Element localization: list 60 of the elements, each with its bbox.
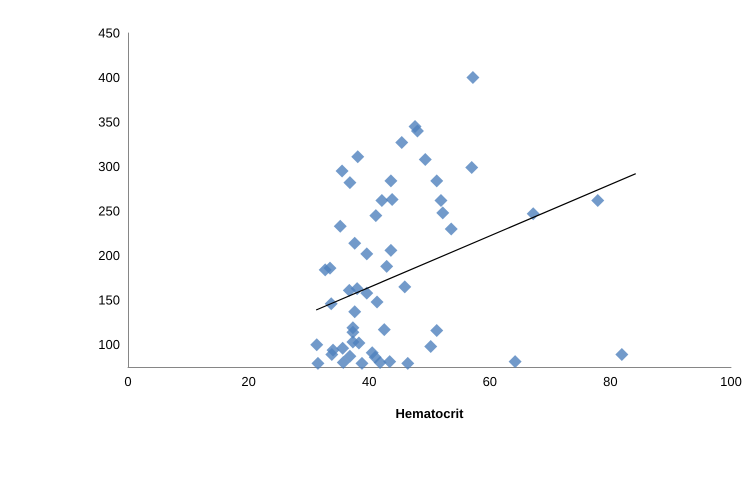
point bbox=[348, 236, 362, 250]
point bbox=[436, 206, 450, 220]
point bbox=[360, 247, 374, 260]
point bbox=[369, 209, 382, 222]
y-tick-label: 450 bbox=[98, 26, 120, 40]
y-tick-label: 300 bbox=[98, 159, 120, 174]
point bbox=[346, 336, 360, 349]
point bbox=[615, 348, 628, 362]
point bbox=[466, 71, 480, 84]
y-tick-label: 400 bbox=[98, 70, 120, 86]
y-tick-label: 200 bbox=[98, 248, 120, 264]
point bbox=[508, 355, 522, 368]
point bbox=[325, 348, 338, 362]
point bbox=[386, 193, 399, 206]
point bbox=[343, 176, 356, 190]
x-tick-label: 0 bbox=[124, 374, 132, 389]
point bbox=[351, 150, 364, 164]
point bbox=[418, 152, 432, 166]
point bbox=[336, 342, 350, 355]
point bbox=[360, 286, 374, 300]
point bbox=[311, 356, 324, 370]
point bbox=[465, 160, 478, 174]
point bbox=[336, 164, 349, 178]
x-tick-label: 40 bbox=[362, 374, 376, 389]
point bbox=[591, 194, 604, 207]
point bbox=[384, 244, 398, 257]
point bbox=[355, 356, 368, 370]
point bbox=[395, 136, 408, 150]
x-tick-label: 80 bbox=[603, 374, 618, 389]
point bbox=[350, 282, 364, 296]
y-tick-label: 350 bbox=[98, 114, 120, 130]
point bbox=[375, 194, 388, 207]
point bbox=[410, 124, 424, 138]
point bbox=[378, 323, 391, 336]
point bbox=[348, 305, 362, 318]
point bbox=[430, 324, 444, 337]
point bbox=[384, 174, 398, 188]
point bbox=[336, 356, 350, 370]
y-tick-label: 250 bbox=[98, 204, 120, 219]
point bbox=[434, 194, 448, 207]
y-tick-label: 100 bbox=[98, 337, 120, 352]
point bbox=[398, 280, 412, 294]
y-tick-label: 150 bbox=[98, 292, 120, 308]
point bbox=[370, 295, 384, 308]
x-tick-label: 100 bbox=[720, 374, 742, 389]
point bbox=[424, 340, 438, 354]
point bbox=[310, 338, 324, 352]
point bbox=[430, 174, 444, 188]
point bbox=[444, 222, 458, 236]
point bbox=[380, 260, 394, 273]
x-tick-label: 60 bbox=[482, 374, 498, 389]
point bbox=[383, 355, 396, 368]
point bbox=[346, 326, 360, 339]
point bbox=[343, 350, 356, 363]
point bbox=[368, 350, 382, 364]
x-tick-label: 20 bbox=[241, 374, 256, 389]
point bbox=[334, 220, 347, 233]
point bbox=[324, 262, 337, 275]
x-axis-title: Hematocrit bbox=[396, 406, 464, 421]
point bbox=[401, 356, 414, 370]
